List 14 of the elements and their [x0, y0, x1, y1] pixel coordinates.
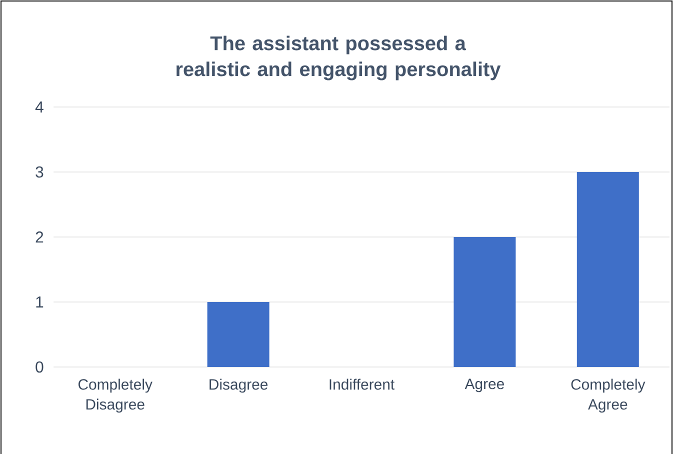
x-tick-label: Indifferent: [330, 378, 394, 390]
x-tick-label: Agree: [464, 378, 504, 392]
x-tick-label: Disagree: [210, 378, 268, 393]
x-tick-label: Completely Agree: [571, 378, 646, 413]
y-tick-label: 2: [36, 231, 44, 243]
x-tick-label: Completely Disagree: [78, 378, 152, 413]
bar: [207, 302, 270, 367]
bar: [576, 172, 639, 367]
y-tick-label: 3: [36, 166, 44, 178]
y-tick-label: 4: [35, 102, 44, 112]
bar: [454, 236, 516, 367]
y-tick-label: 0: [36, 361, 44, 373]
y-tick-label: 1: [36, 296, 44, 308]
chart-title: The assistant possessed a realistic and engaging personality: [176, 36, 501, 80]
